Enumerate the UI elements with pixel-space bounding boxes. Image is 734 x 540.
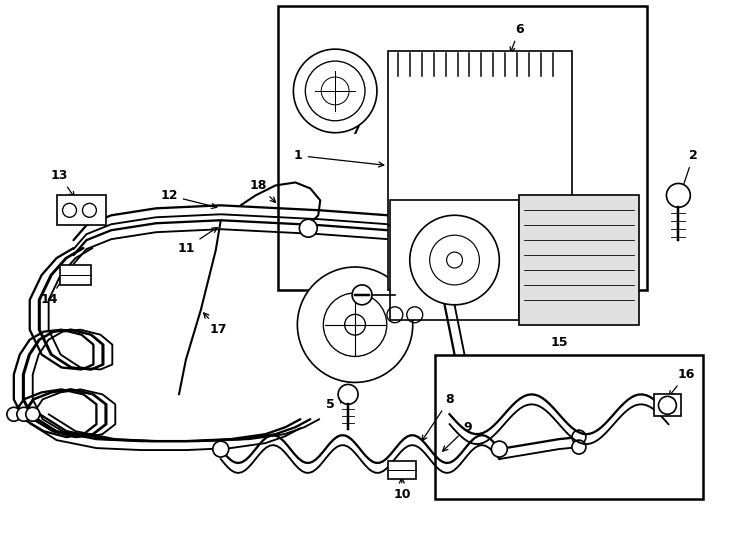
Text: 9: 9 (443, 421, 472, 451)
Circle shape (17, 407, 31, 421)
Bar (59, 265, 92, 285)
Text: 3: 3 (328, 295, 352, 316)
Text: 5: 5 (326, 398, 344, 411)
Text: 17: 17 (203, 313, 228, 336)
Circle shape (297, 267, 413, 382)
Text: 12: 12 (160, 189, 217, 208)
Text: 10: 10 (393, 478, 410, 501)
Bar (519, 195, 639, 325)
Circle shape (572, 440, 586, 454)
Text: 14: 14 (41, 275, 65, 306)
Circle shape (7, 407, 21, 421)
Circle shape (491, 441, 507, 457)
Circle shape (26, 407, 40, 421)
Text: 18: 18 (250, 179, 275, 202)
Circle shape (338, 384, 358, 404)
Circle shape (213, 441, 229, 457)
Circle shape (572, 430, 586, 444)
Text: 7: 7 (343, 114, 360, 137)
Text: 8: 8 (422, 393, 454, 441)
Text: 2: 2 (679, 149, 698, 197)
Text: 15: 15 (550, 336, 568, 349)
Text: 16: 16 (669, 368, 695, 396)
Polygon shape (388, 225, 440, 290)
Bar (653, 394, 681, 416)
Text: 13: 13 (51, 169, 74, 197)
Bar (388, 51, 572, 225)
Bar (278, 6, 647, 290)
Circle shape (352, 285, 372, 305)
Text: 1: 1 (294, 149, 384, 167)
Text: 11: 11 (177, 227, 217, 255)
Circle shape (299, 219, 317, 237)
Text: 4: 4 (362, 279, 392, 294)
Bar (388, 461, 415, 479)
Bar (390, 200, 519, 320)
Bar (435, 355, 703, 499)
Circle shape (666, 184, 691, 207)
Circle shape (294, 49, 377, 133)
Text: 6: 6 (510, 23, 523, 52)
Bar (57, 195, 106, 225)
